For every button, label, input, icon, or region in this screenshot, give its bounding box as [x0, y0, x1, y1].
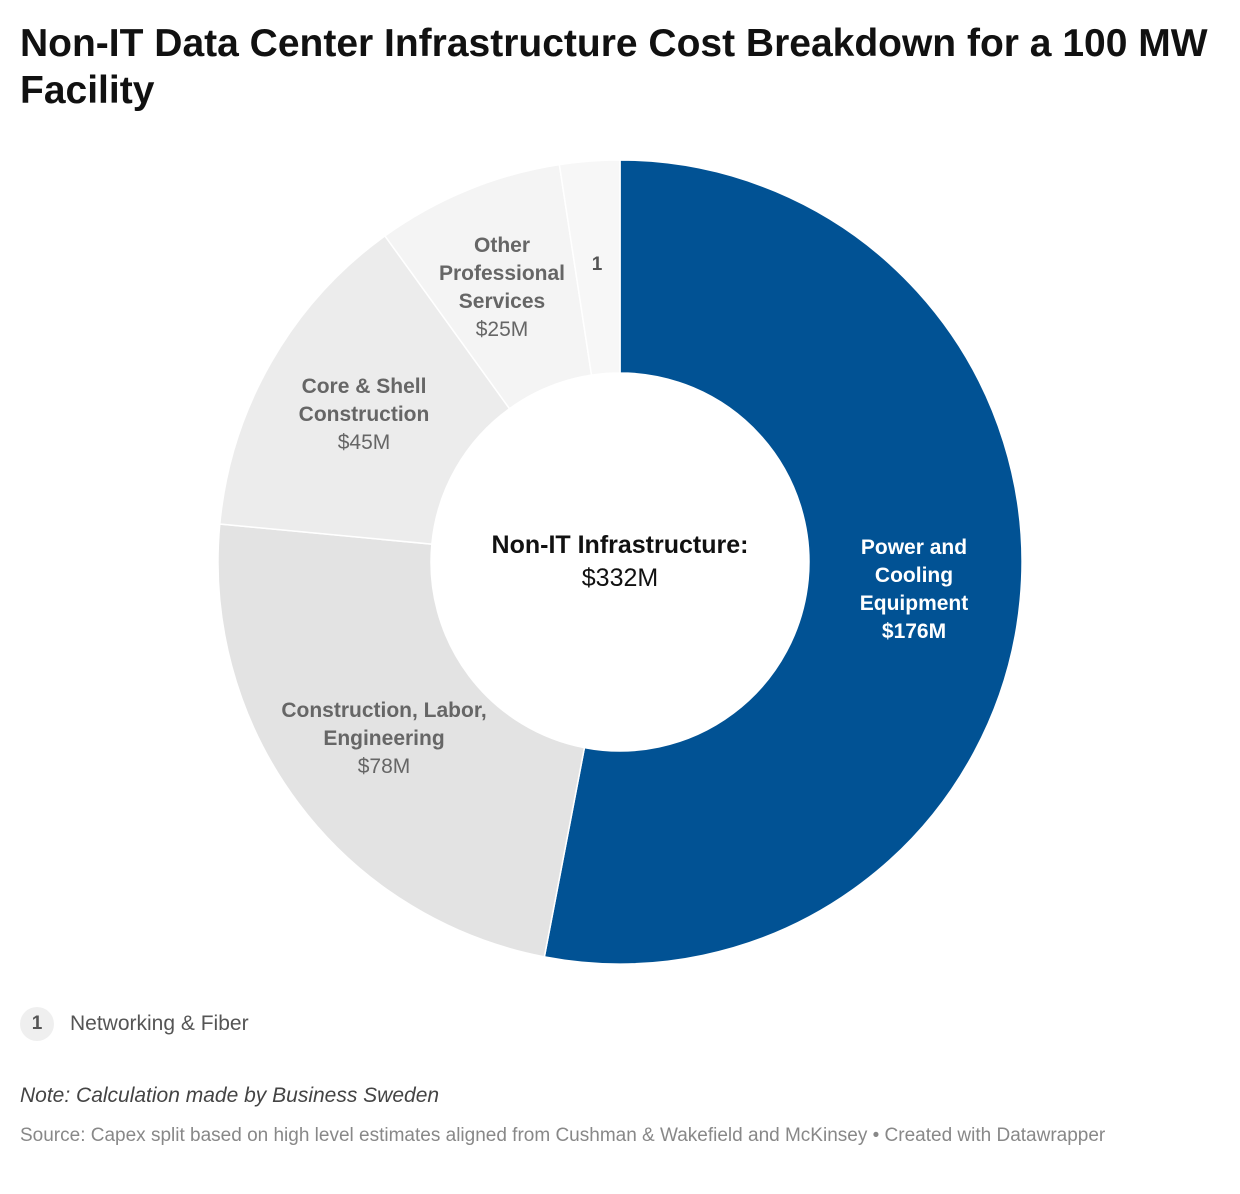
- slice-label-power-cooling: Power and Cooling Equipment $176M: [860, 534, 969, 646]
- chart-title: Non-IT Data Center Infrastructure Cost B…: [20, 22, 1208, 112]
- slice-value-power-cooling: $176M: [881, 620, 947, 643]
- slice-label-construction-labor-line-2: Engineering: [323, 727, 445, 750]
- footnote-label: Networking & Fiber: [70, 1012, 249, 1035]
- footnote-marker: 1: [20, 1007, 54, 1041]
- slice-core-shell: [218, 234, 511, 545]
- chart-source: Source: Capex split based on high level …: [20, 1125, 1106, 1146]
- slice-label-construction-labor: Construction, Labor, Engineering $78M: [281, 697, 486, 781]
- slice-label-power-cooling-line-3: Equipment: [859, 592, 969, 615]
- slice-label-core-shell: Core & Shell Construction $45M: [299, 373, 430, 457]
- center-label: Non-IT Infrastructure: $332M: [492, 529, 749, 595]
- slice-value-other-services: $25M: [475, 318, 529, 341]
- slice-value-construction-labor: $78M: [357, 755, 411, 778]
- slice-label-other-services-line-1: Other: [473, 234, 531, 257]
- footnote-legend: 1 Networking & Fiber: [20, 1006, 249, 1042]
- slice-value-core-shell: $45M: [337, 431, 391, 454]
- slice-label-core-shell-line-2: Construction: [298, 403, 430, 426]
- slice-label-other-services-line-2: Professional: [438, 262, 566, 285]
- slice-label-other-services: Other Professional Services $25M: [439, 232, 565, 344]
- chart-note: Note: Calculation made by Business Swede…: [20, 1084, 440, 1107]
- slice-construction-labor: [217, 523, 586, 958]
- center-value: $332M: [581, 564, 659, 592]
- slice-marker-networking: 1: [580, 248, 614, 282]
- slice-power-cooling: [543, 159, 1023, 965]
- slice-label-core-shell-line-1: Core & Shell: [301, 375, 427, 398]
- slice-label-power-cooling-line-2: Cooling: [874, 564, 954, 587]
- slice-label-construction-labor-line-1: Construction, Labor,: [281, 699, 487, 722]
- slice-label-other-services-line-3: Services: [458, 290, 546, 313]
- center-title: Non-IT Infrastructure:: [491, 531, 749, 559]
- slice-label-power-cooling-line-1: Power and: [860, 536, 968, 559]
